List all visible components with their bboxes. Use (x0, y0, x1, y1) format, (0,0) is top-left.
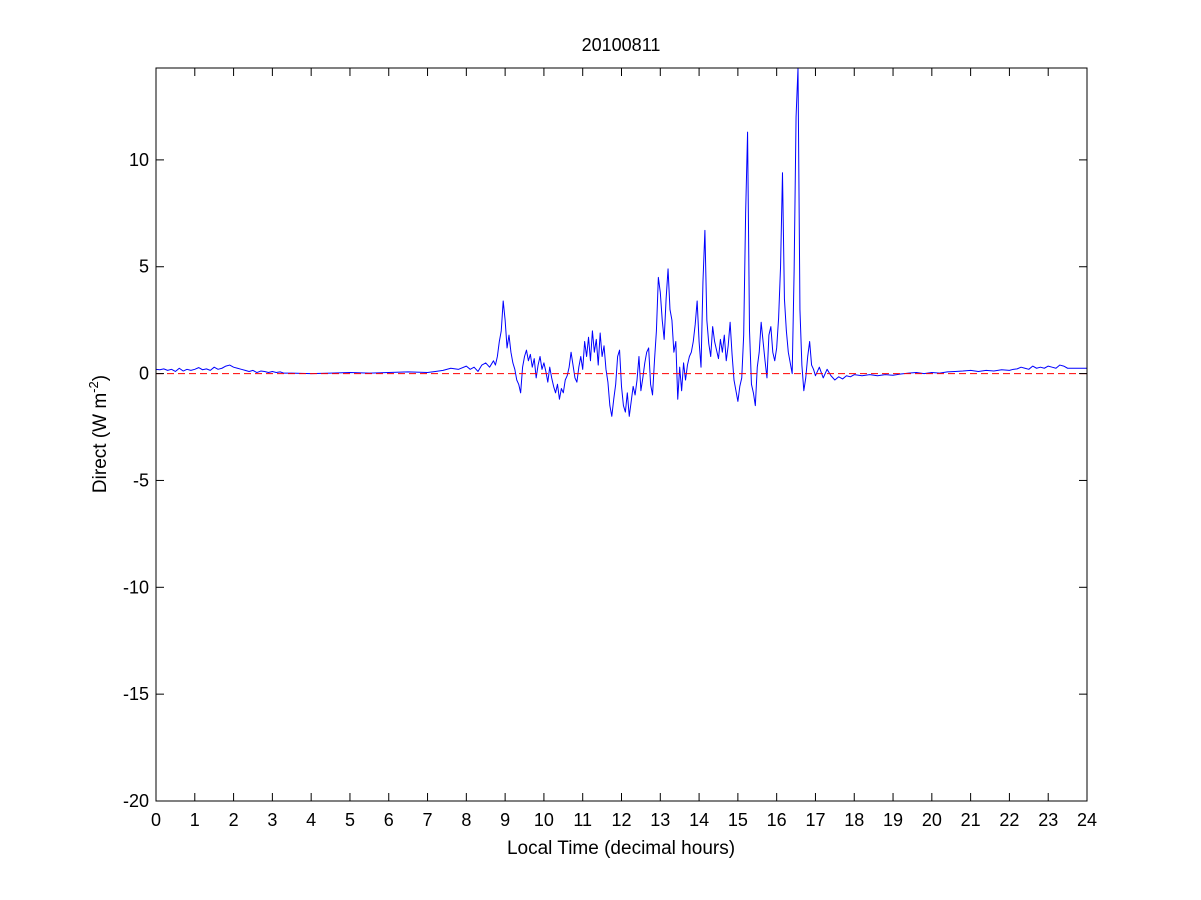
x-tick-label: 21 (961, 810, 981, 830)
y-axis-label-base: Direct (W m (90, 393, 111, 493)
x-tick-label: 17 (805, 810, 825, 830)
plot-area (155, 67, 1088, 802)
x-tick-label: 9 (500, 810, 510, 830)
x-tick-label: 22 (999, 810, 1019, 830)
x-tick-label: 8 (461, 810, 471, 830)
y-axis-label-suffix: ) (90, 375, 111, 381)
y-tick-label: 10 (129, 150, 149, 170)
x-tick-label: 14 (689, 810, 709, 830)
y-axis-label: Direct (W m-2) (86, 375, 111, 493)
x-tick-label: 12 (611, 810, 631, 830)
x-axis-label: Local Time (decimal hours) (507, 838, 735, 859)
x-tick-label: 6 (384, 810, 394, 830)
y-axis-label-superscript: -2 (86, 381, 101, 393)
y-tick-label: 0 (139, 364, 149, 384)
x-tick-label: 24 (1077, 810, 1097, 830)
x-tick-label: 13 (650, 810, 670, 830)
chart-title: 20100811 (582, 35, 661, 55)
x-tick-label: 15 (728, 810, 748, 830)
x-tick-label: 20 (922, 810, 942, 830)
x-tick-label: 18 (844, 810, 864, 830)
axes-frame (155, 67, 1088, 802)
series-layer (156, 68, 1087, 417)
x-tick-label: 2 (229, 810, 239, 830)
y-tick-label: -20 (123, 791, 149, 811)
y-tick-label: -10 (123, 577, 149, 597)
y-tick-label: -5 (133, 470, 149, 490)
x-tick-label: 16 (767, 810, 787, 830)
x-tick-label: 3 (267, 810, 277, 830)
y-tick-label: 5 (139, 257, 149, 277)
x-tick-label: 1 (190, 810, 200, 830)
x-tick-label: 4 (306, 810, 316, 830)
data-series-line (156, 68, 1087, 417)
plot-background (156, 68, 1087, 801)
x-tick-label: 23 (1038, 810, 1058, 830)
x-tick-label: 7 (423, 810, 433, 830)
x-tick-label: 19 (883, 810, 903, 830)
y-tick-label: -15 (123, 684, 149, 704)
x-tick-label: 11 (573, 810, 592, 830)
x-tick-label: 5 (345, 810, 355, 830)
tick-label-layer: 0 1 2 3 4 5 6 7 8 9 10 11 12 13 14 15 16 17 18 19 20 21 22 23 24… (123, 150, 1097, 830)
x-tick-label: 0 (151, 810, 161, 830)
x-tick-label: 10 (534, 810, 554, 830)
